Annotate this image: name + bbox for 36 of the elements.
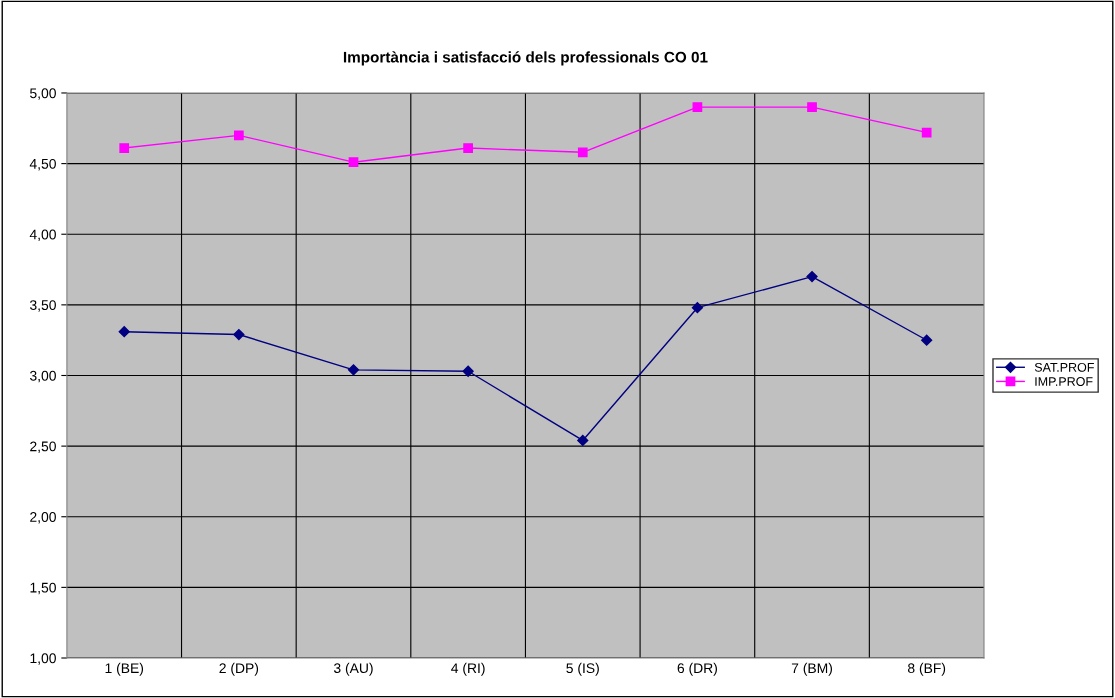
point xyxy=(348,157,359,168)
point xyxy=(233,328,245,341)
point xyxy=(921,334,933,346)
point xyxy=(463,143,473,153)
x-tick-label: 3 (AU) xyxy=(333,662,373,676)
y-tick-label: 5,00 xyxy=(30,88,56,100)
x-tick-label: 5 (IS) xyxy=(566,662,599,676)
x-tick-label: 4 (RI) xyxy=(451,662,485,676)
point xyxy=(462,365,474,377)
legend-label: IMP.PROF xyxy=(1035,377,1093,386)
point xyxy=(118,326,130,338)
point xyxy=(692,102,703,112)
x-tick-label: 2 (DP) xyxy=(219,662,259,676)
chart-title: Importància i satisfacció dels professionals CO 01 xyxy=(343,51,708,66)
y-tick-label: 2,00 xyxy=(30,512,56,524)
x-tick-label: 7 (BM) xyxy=(791,662,833,676)
y-tick-label: 1,50 xyxy=(30,582,56,595)
y-tick-label: 4,50 xyxy=(29,158,56,171)
y-tick-label: 3,50 xyxy=(29,300,56,312)
point xyxy=(921,127,932,138)
point xyxy=(577,147,588,158)
x-tick-label: 8 (BF) xyxy=(907,662,946,676)
point xyxy=(577,434,589,447)
y-tick-label: 3,00 xyxy=(29,370,56,383)
point xyxy=(233,130,244,141)
point xyxy=(691,302,704,314)
point xyxy=(807,102,817,112)
point xyxy=(347,364,360,376)
y-tick-label: 2,50 xyxy=(30,441,56,453)
x-tick-label: 6 (DR) xyxy=(677,662,717,676)
y-tick-label: 1,00 xyxy=(30,653,56,665)
legend-label: SAT.PROF xyxy=(1034,362,1094,372)
y-tick-label: 4,00 xyxy=(29,229,56,242)
point xyxy=(806,271,818,283)
x-tick-label: 1 (BE) xyxy=(105,662,144,676)
point xyxy=(119,143,130,153)
